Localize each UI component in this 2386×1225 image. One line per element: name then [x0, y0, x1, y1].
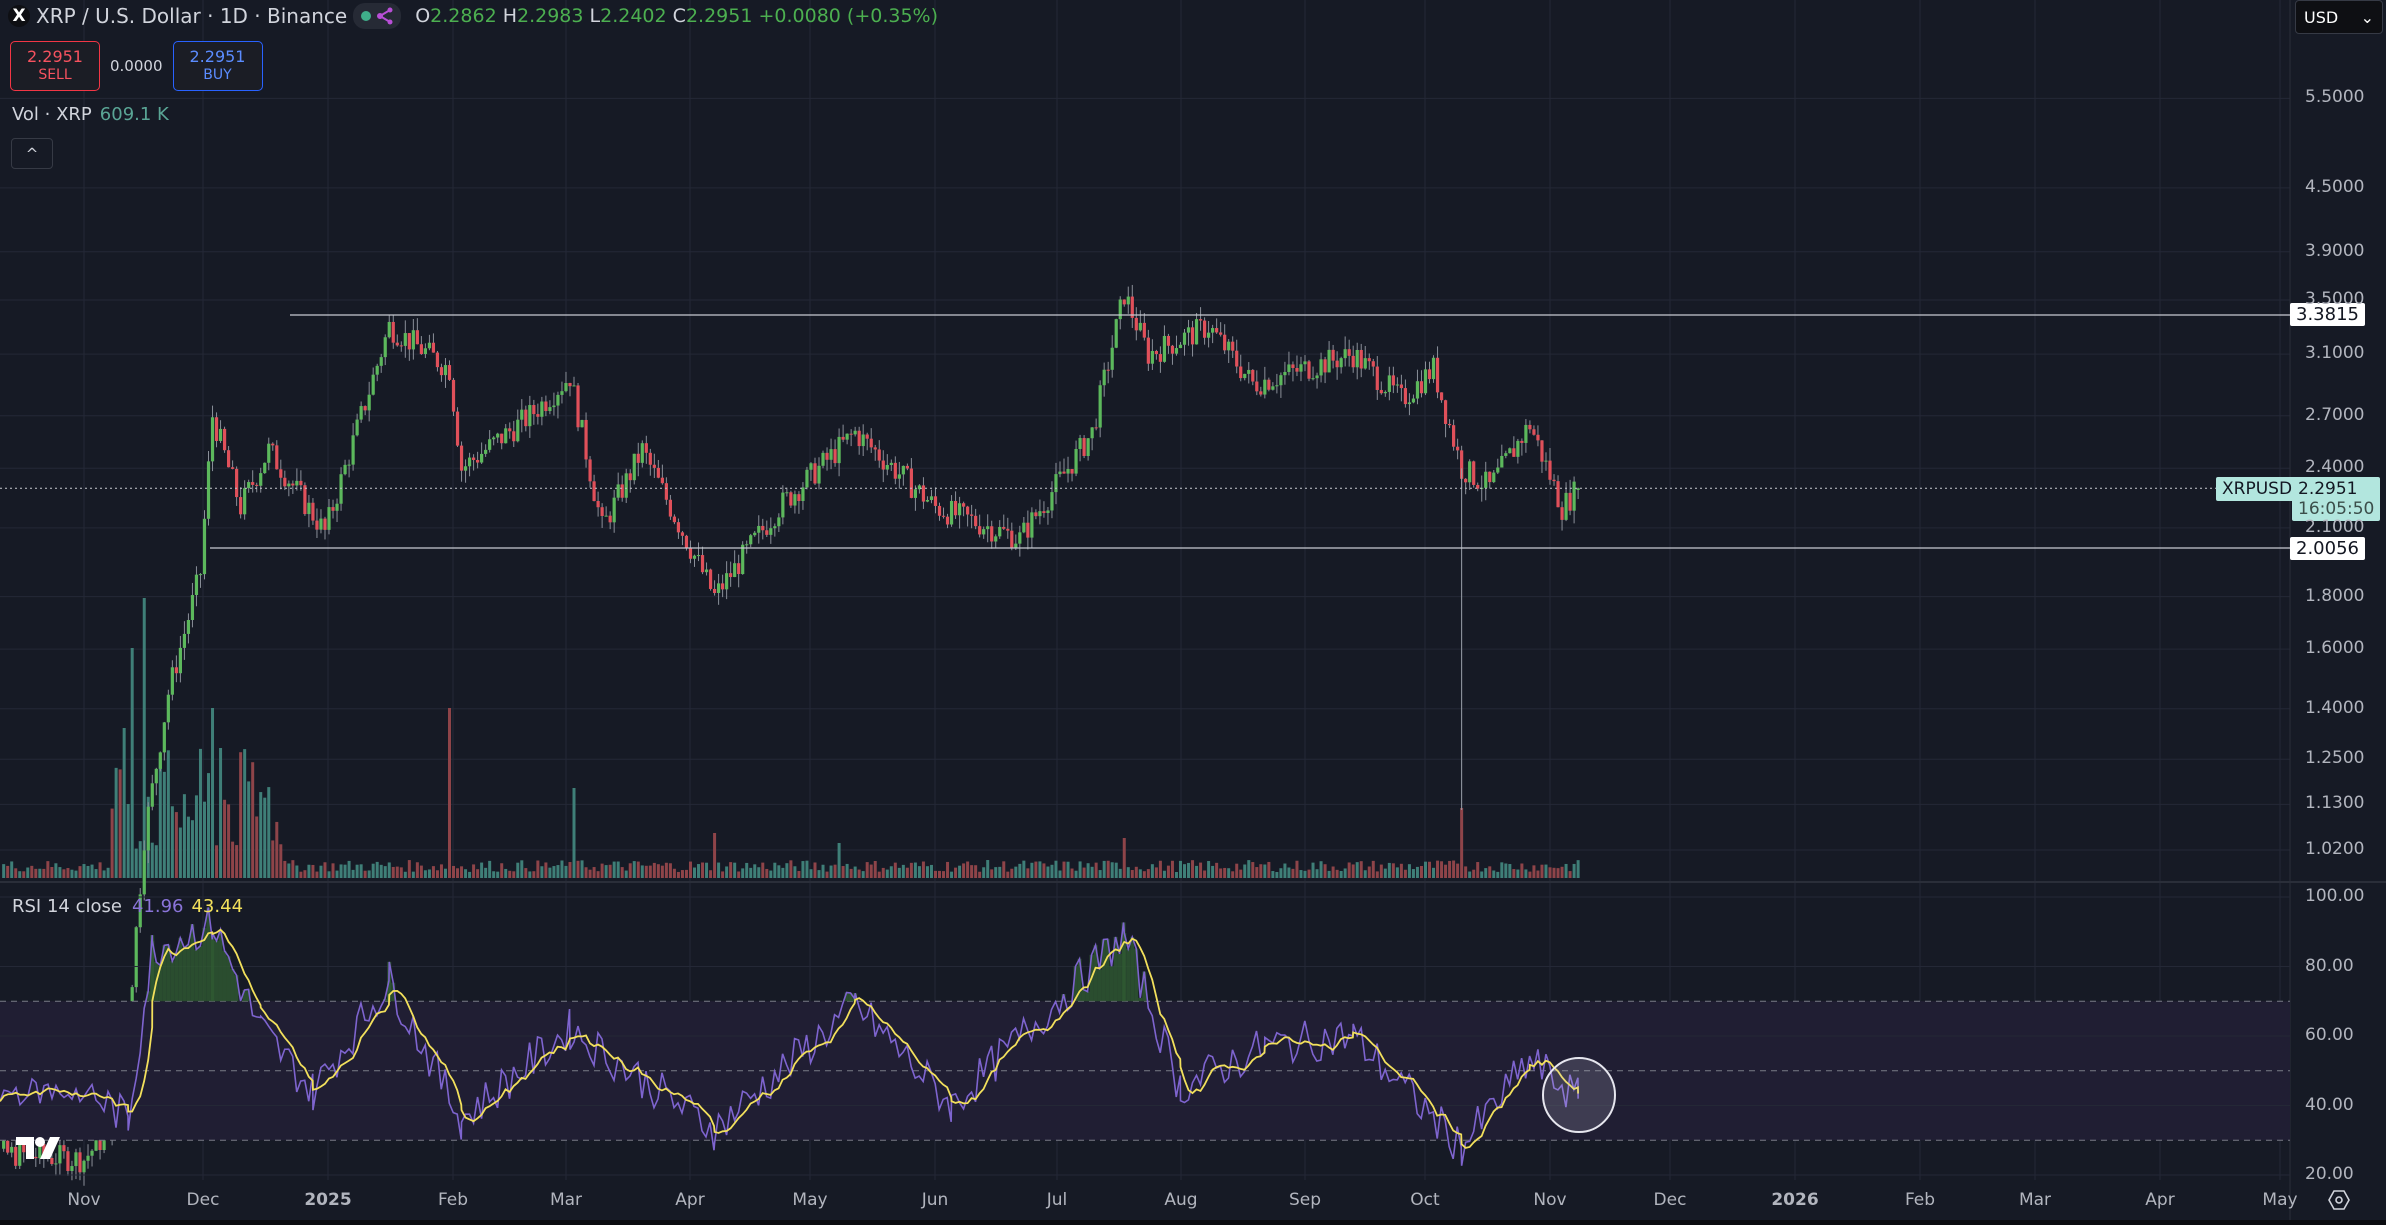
volume-legend[interactable]: Vol · XRP 609.1 K	[12, 104, 169, 125]
time-tick: Feb	[437, 1190, 469, 1210]
price-tick: 4.5000	[2305, 176, 2365, 197]
time-tick: Oct	[1410, 1190, 1440, 1210]
price-tick: 1.0200	[2305, 839, 2365, 859]
current-price-tag: 2.2951 16:05:50	[2292, 477, 2381, 521]
price-tick: 1.1300	[2305, 793, 2365, 814]
time-tick: Jun	[921, 1190, 949, 1210]
time-tick: 2025	[304, 1190, 352, 1210]
rsi-tick: 60.00	[2305, 1025, 2354, 1045]
spread-value: 0.0000	[110, 57, 163, 75]
symbol-title[interactable]: XRP / U.S. Dollar · 1D · Binance	[36, 4, 348, 28]
low-value: 2.2402	[600, 5, 667, 27]
price-tick: 2.4000	[2305, 457, 2365, 478]
volume-value: 609.1 K	[99, 104, 169, 125]
price-tick: 2.7000	[2305, 404, 2365, 425]
price-tick: 1.4000	[2305, 697, 2365, 718]
high-value: 2.2983	[517, 5, 584, 27]
buy-button[interactable]: 2.2951 BUY	[172, 41, 263, 91]
currency-value: USD	[2304, 7, 2339, 27]
current-price: 2.2951	[2298, 479, 2358, 499]
price-tick: 1.8000	[2305, 585, 2365, 606]
time-tick: Feb	[1904, 1190, 1936, 1210]
support-price-tag[interactable]: 2.0056	[2290, 537, 2365, 560]
time-tick: May	[792, 1190, 828, 1210]
settings-gear-icon[interactable]	[2327, 1188, 2351, 1212]
collapse-legend-button[interactable]: ^	[11, 138, 53, 169]
time-tick: Apr	[675, 1190, 705, 1210]
sell-button[interactable]: 2.2951 SELL	[10, 41, 100, 91]
time-tick: Nov	[67, 1190, 101, 1210]
change-value: +0.0080 (+0.35%)	[758, 5, 939, 27]
price-tick: 3.9000	[2305, 240, 2365, 261]
rsi-value: 41.96	[131, 896, 184, 917]
symbol-legend: X XRP / U.S. Dollar · 1D · Binance O2.28…	[8, 3, 938, 29]
time-tick: Aug	[1164, 1190, 1198, 1210]
open-value: 2.2862	[430, 5, 497, 27]
time-tick: Dec	[1653, 1190, 1687, 1210]
rsi-legend[interactable]: RSI 14 close 41.96 43.44	[12, 896, 244, 917]
buy-label: BUY	[203, 67, 232, 83]
close-value: 2.2951	[685, 5, 753, 27]
market-open-dot-icon	[361, 11, 372, 21]
symbol-tag: XRPUSD	[2216, 477, 2299, 501]
time-tick: Nov	[1533, 1190, 1567, 1210]
rsi-tick: 100.00	[2305, 886, 2365, 906]
time-tick: Apr	[2145, 1190, 2175, 1210]
currency-select[interactable]: USD ⌄	[2295, 0, 2383, 34]
sell-label: SELL	[38, 67, 72, 83]
share-network-icon	[377, 7, 393, 25]
price-tick: 1.6000	[2305, 638, 2365, 659]
trade-panel: 2.2951 SELL 0.0000 2.2951 BUY	[10, 41, 263, 91]
time-tick: 2026	[1771, 1190, 1819, 1210]
rsi-tick: 20.00	[2305, 1164, 2354, 1184]
status-pill[interactable]	[353, 3, 402, 29]
rsi-ma-value: 43.44	[191, 896, 244, 917]
time-tick: Mar	[549, 1190, 583, 1210]
bar-countdown: 16:05:50	[2298, 499, 2375, 519]
resistance-price-tag[interactable]: 3.3815	[2290, 303, 2365, 326]
price-tick: 3.5000	[2305, 289, 2365, 309]
rsi-tick: 40.00	[2305, 1094, 2354, 1115]
time-tick: Jul	[1046, 1190, 1068, 1210]
time-tick: May	[2262, 1190, 2298, 1210]
xrp-logo-icon: X	[8, 5, 30, 27]
rsi-tick: 80.00	[2305, 955, 2354, 976]
time-tick: Mar	[2018, 1190, 2052, 1210]
price-tick: 3.1000	[2305, 343, 2365, 364]
time-tick: Dec	[186, 1190, 220, 1210]
ohlc-values: O2.2862 H2.2983 L2.2402 C2.2951 +0.0080 …	[415, 5, 939, 27]
chevron-down-icon: ⌄	[2360, 7, 2374, 27]
sell-price: 2.2951	[27, 47, 83, 66]
tradingview-logo-icon[interactable]	[16, 1135, 62, 1161]
price-tick: 1.2500	[2305, 748, 2365, 769]
price-tick: 2.1000	[2305, 516, 2365, 537]
buy-price: 2.2951	[189, 47, 246, 66]
price-tick: 5.5000	[2305, 87, 2365, 108]
time-tick: Sep	[1288, 1190, 1322, 1210]
